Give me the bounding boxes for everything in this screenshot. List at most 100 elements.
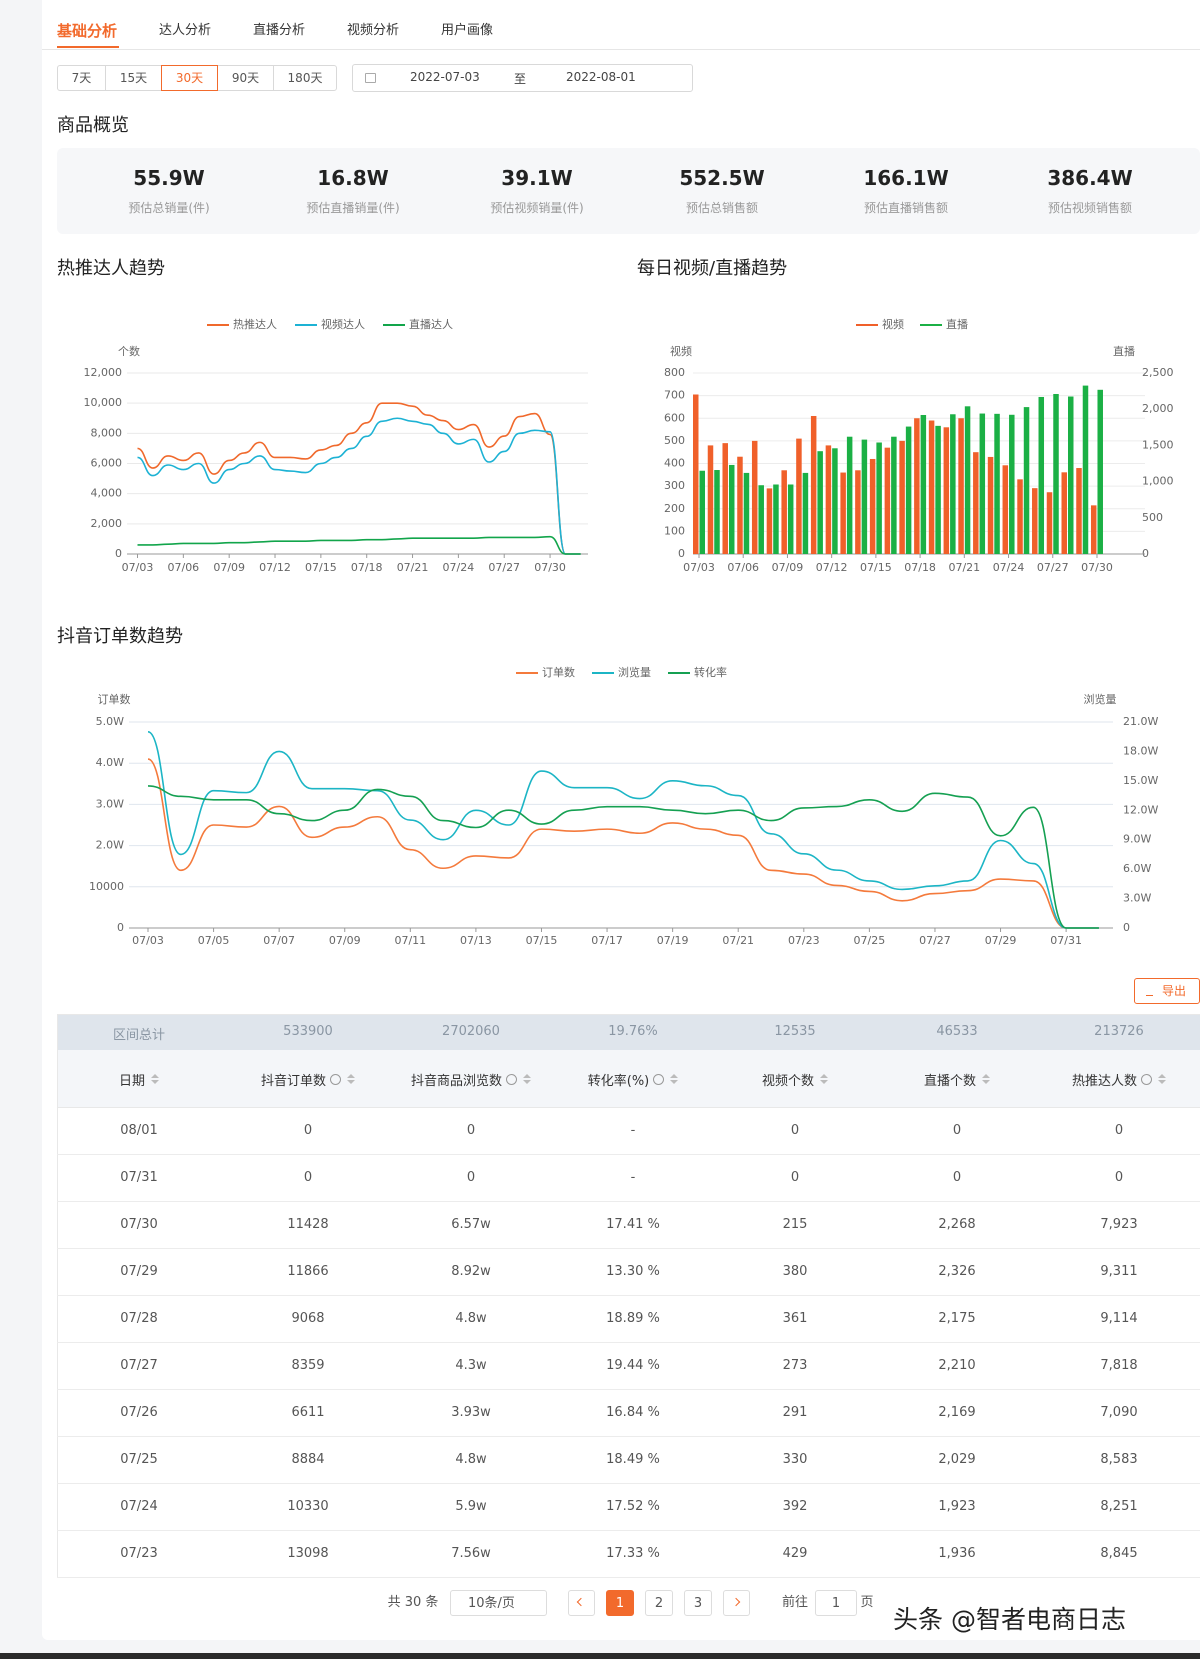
table-cell: 9,311	[1100, 1264, 1138, 1279]
header-cell[interactable]: 抖音商品浏览数	[390, 1070, 552, 1089]
table-cell: 0	[790, 1170, 800, 1185]
row-separator	[57, 1342, 1200, 1343]
tab-underline	[57, 46, 119, 48]
summary-cell: 533900	[283, 1024, 333, 1039]
table-cell: 7,818	[1100, 1358, 1138, 1373]
prev-button[interactable]	[568, 1590, 595, 1616]
help-icon	[1141, 1073, 1152, 1085]
header-label: 直播个数	[923, 1073, 976, 1089]
stat-label: 预估视频销售额	[1047, 201, 1132, 215]
summary-row-bg	[57, 1014, 1200, 1050]
calendar-icon	[365, 73, 376, 83]
range-button[interactable]: 15天	[105, 65, 162, 91]
sort-icon	[523, 1074, 531, 1084]
page-size-select[interactable]: 10条/页	[450, 1590, 547, 1616]
export-label: 导出	[1161, 984, 1186, 998]
table-cell: 2,268	[938, 1217, 976, 1232]
page-button[interactable]: 2	[645, 1590, 673, 1616]
table-cell: 07/25	[120, 1452, 158, 1467]
summary-cell: 19.76%	[608, 1024, 658, 1039]
table-cell: 429	[782, 1546, 808, 1561]
header-cell[interactable]: 直播个数	[876, 1070, 1038, 1089]
summary-cell: 2702060	[442, 1024, 500, 1039]
table-cell: 6611	[291, 1405, 325, 1420]
row-separator	[57, 1295, 1200, 1296]
sort-icon	[1158, 1074, 1166, 1084]
header-cell[interactable]: 转化率(%)	[552, 1070, 714, 1089]
total-count: 共 30 条	[387, 1595, 439, 1610]
header-cell[interactable]: 视频个数	[714, 1070, 876, 1089]
row-separator	[57, 1530, 1200, 1531]
tab[interactable]: 达人分析	[159, 23, 212, 38]
stat-label: 预估总销售额	[685, 201, 758, 215]
table-cell: 17.52 %	[606, 1499, 660, 1514]
table-cell: 07/24	[120, 1499, 158, 1514]
table-cell: 07/29	[120, 1264, 158, 1279]
table-cell: 0	[303, 1170, 313, 1185]
table-cell: 7,090	[1100, 1405, 1138, 1420]
tab[interactable]: 直播分析	[253, 23, 306, 38]
page-button[interactable]: 1	[606, 1590, 634, 1616]
table-cell: 330	[782, 1452, 808, 1467]
table-cell: 16.84 %	[606, 1405, 660, 1420]
date-end: 2022-08-01	[566, 70, 636, 84]
sort-icon	[670, 1074, 679, 1084]
table-cell: 18.49 %	[606, 1452, 660, 1467]
range-button[interactable]: 30天	[161, 65, 218, 91]
section-title: 商品概览	[57, 115, 129, 136]
table-cell: 8359	[291, 1358, 325, 1373]
summary-cell: 12535	[774, 1024, 816, 1039]
table-cell: 07/23	[120, 1546, 158, 1561]
sort-icon	[151, 1074, 159, 1084]
stat-label: 预估视频销量(件)	[490, 201, 584, 215]
header-cell[interactable]: 抖音订单数	[227, 1070, 389, 1089]
table-cell: 07/30	[120, 1217, 158, 1232]
table-cell: 7.56w	[451, 1546, 491, 1561]
range-button[interactable]: 180天	[273, 65, 337, 91]
header-label: 抖音商品浏览数	[410, 1073, 502, 1089]
stat-value: 386.4W	[1047, 166, 1133, 190]
sort-icon	[347, 1074, 355, 1084]
header-label: 视频个数	[761, 1073, 814, 1089]
sort-icon	[982, 1074, 990, 1084]
row-separator	[57, 1154, 1200, 1155]
table-cell: -	[630, 1123, 636, 1138]
header-cell[interactable]: 日期	[58, 1070, 220, 1089]
table-cell: 17.41 %	[606, 1217, 660, 1232]
table-cell: 1,923	[938, 1499, 976, 1514]
tab[interactable]: 视频分析	[347, 23, 400, 38]
table-cell: 273	[782, 1358, 808, 1373]
table-cell: 07/26	[120, 1405, 158, 1420]
table-cell: 2,210	[938, 1358, 976, 1373]
tab[interactable]: 基础分析	[57, 22, 118, 40]
table-cell: 19.44 %	[606, 1358, 660, 1373]
page-button[interactable]: 3	[684, 1590, 712, 1616]
header-cell[interactable]: 热推达人数	[1038, 1070, 1200, 1089]
table-cell: 9068	[291, 1311, 325, 1326]
table-cell: 8,845	[1100, 1546, 1138, 1561]
table-cell: -	[630, 1170, 636, 1185]
range-button[interactable]: 90天	[217, 65, 274, 91]
table-cell: 8884	[291, 1452, 325, 1467]
range-button[interactable]: 7天	[57, 65, 106, 91]
table-cell: 4.8w	[455, 1452, 487, 1467]
stat-value: 16.8W	[317, 166, 389, 190]
goto-suffix: 页	[860, 1595, 874, 1610]
date-start: 2022-07-03	[410, 70, 480, 84]
export-arrow	[1146, 985, 1153, 996]
table-cell: 0	[303, 1123, 313, 1138]
table-cell: 392	[782, 1499, 808, 1514]
next-button[interactable]	[723, 1590, 750, 1616]
stat-label: 预估直播销售额	[863, 201, 948, 215]
goto-input[interactable]: 1	[815, 1590, 857, 1616]
table-cell: 4.8w	[455, 1311, 487, 1326]
export-button[interactable]: 导出	[1134, 978, 1200, 1004]
stat-value: 552.5W	[679, 166, 765, 190]
tab[interactable]: 用户画像	[441, 23, 494, 38]
table-cell: 17.33 %	[606, 1546, 660, 1561]
table-cell: 8,251	[1100, 1499, 1138, 1514]
table-cell: 5.9w	[455, 1499, 487, 1514]
table-cell: 2,169	[938, 1405, 976, 1420]
date-picker[interactable]	[352, 64, 693, 92]
